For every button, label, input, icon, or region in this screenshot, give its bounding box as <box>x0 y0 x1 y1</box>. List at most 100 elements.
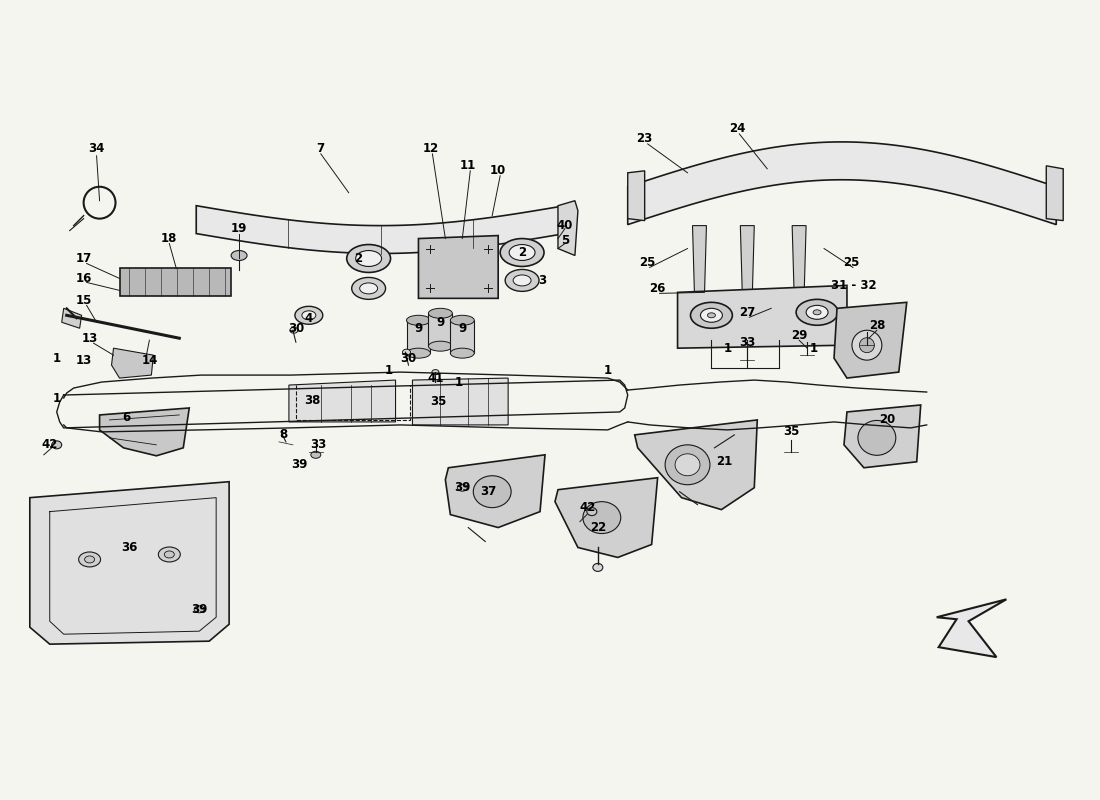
Text: 39: 39 <box>454 481 471 494</box>
Polygon shape <box>635 420 757 510</box>
Text: 11: 11 <box>460 159 476 172</box>
Text: 2: 2 <box>354 252 363 265</box>
Text: 4: 4 <box>305 312 314 325</box>
Polygon shape <box>418 235 498 298</box>
Text: 1: 1 <box>385 364 393 377</box>
Text: 5: 5 <box>561 234 569 247</box>
Polygon shape <box>62 308 81 328</box>
Polygon shape <box>289 380 396 422</box>
Ellipse shape <box>428 308 452 318</box>
Polygon shape <box>196 206 565 254</box>
Polygon shape <box>558 201 578 255</box>
Ellipse shape <box>813 310 821 314</box>
Ellipse shape <box>407 348 430 358</box>
Text: 34: 34 <box>88 142 104 155</box>
Polygon shape <box>30 482 229 644</box>
Text: 1: 1 <box>53 391 60 405</box>
Ellipse shape <box>158 547 180 562</box>
Ellipse shape <box>231 250 248 261</box>
Text: 27: 27 <box>739 306 756 319</box>
Ellipse shape <box>78 552 100 567</box>
Text: 17: 17 <box>76 252 91 265</box>
Text: 3: 3 <box>538 274 546 287</box>
Text: 20: 20 <box>879 414 895 426</box>
Ellipse shape <box>352 278 386 299</box>
Text: 10: 10 <box>491 164 506 178</box>
Text: 38: 38 <box>305 394 321 406</box>
Ellipse shape <box>593 563 603 571</box>
Ellipse shape <box>851 330 882 360</box>
Ellipse shape <box>691 302 733 328</box>
Ellipse shape <box>195 606 205 613</box>
Ellipse shape <box>450 348 474 358</box>
Text: 9: 9 <box>459 322 466 334</box>
Ellipse shape <box>505 270 539 291</box>
Text: 21: 21 <box>716 455 733 468</box>
Ellipse shape <box>675 454 700 476</box>
Text: 1: 1 <box>53 352 60 365</box>
Ellipse shape <box>666 445 710 485</box>
Text: 16: 16 <box>76 272 91 285</box>
Text: 33: 33 <box>739 336 756 349</box>
Ellipse shape <box>858 421 895 455</box>
Polygon shape <box>834 302 906 378</box>
Text: 42: 42 <box>580 501 596 514</box>
Ellipse shape <box>403 349 410 355</box>
Ellipse shape <box>458 484 468 491</box>
Text: 31 - 32: 31 - 32 <box>832 279 877 292</box>
Polygon shape <box>792 226 806 295</box>
Ellipse shape <box>355 250 382 266</box>
Text: 13: 13 <box>76 354 91 366</box>
Text: 42: 42 <box>42 438 58 451</box>
Text: 36: 36 <box>121 541 138 554</box>
Text: 1: 1 <box>454 375 462 389</box>
Text: 14: 14 <box>141 354 157 366</box>
Text: 9: 9 <box>415 322 422 334</box>
Text: 26: 26 <box>649 282 666 295</box>
Text: 1: 1 <box>604 364 612 377</box>
Polygon shape <box>844 405 921 468</box>
Text: 18: 18 <box>161 232 177 245</box>
Ellipse shape <box>360 283 377 294</box>
Ellipse shape <box>473 476 512 508</box>
Polygon shape <box>556 478 658 558</box>
Ellipse shape <box>295 306 322 324</box>
Ellipse shape <box>428 342 452 351</box>
Text: 35: 35 <box>783 426 800 438</box>
Polygon shape <box>628 142 1056 225</box>
Ellipse shape <box>587 508 597 515</box>
Polygon shape <box>111 348 153 378</box>
Polygon shape <box>446 455 544 527</box>
Ellipse shape <box>164 551 174 558</box>
Text: 12: 12 <box>422 142 439 155</box>
Ellipse shape <box>500 238 544 266</box>
Bar <box>120 269 231 296</box>
Ellipse shape <box>85 556 95 563</box>
Text: 15: 15 <box>76 294 91 307</box>
Text: 6: 6 <box>122 411 131 425</box>
Polygon shape <box>678 286 847 348</box>
Text: 24: 24 <box>729 122 746 135</box>
Text: 35: 35 <box>430 395 447 409</box>
Text: 28: 28 <box>869 318 886 332</box>
Ellipse shape <box>513 275 531 286</box>
Text: 19: 19 <box>231 222 248 235</box>
Ellipse shape <box>509 245 535 261</box>
Ellipse shape <box>701 308 723 322</box>
Text: 13: 13 <box>81 332 98 345</box>
Ellipse shape <box>52 441 62 449</box>
Ellipse shape <box>450 315 474 326</box>
Text: 41: 41 <box>427 371 443 385</box>
Polygon shape <box>412 378 508 425</box>
Ellipse shape <box>583 502 620 534</box>
Polygon shape <box>1046 166 1064 221</box>
Text: 33: 33 <box>310 438 327 451</box>
Polygon shape <box>407 320 430 353</box>
Polygon shape <box>428 314 452 346</box>
Text: 1: 1 <box>810 342 818 354</box>
Ellipse shape <box>859 338 874 353</box>
Text: 22: 22 <box>590 521 606 534</box>
Text: 1: 1 <box>724 342 732 354</box>
Text: 9: 9 <box>437 316 444 329</box>
Text: 25: 25 <box>639 256 656 269</box>
